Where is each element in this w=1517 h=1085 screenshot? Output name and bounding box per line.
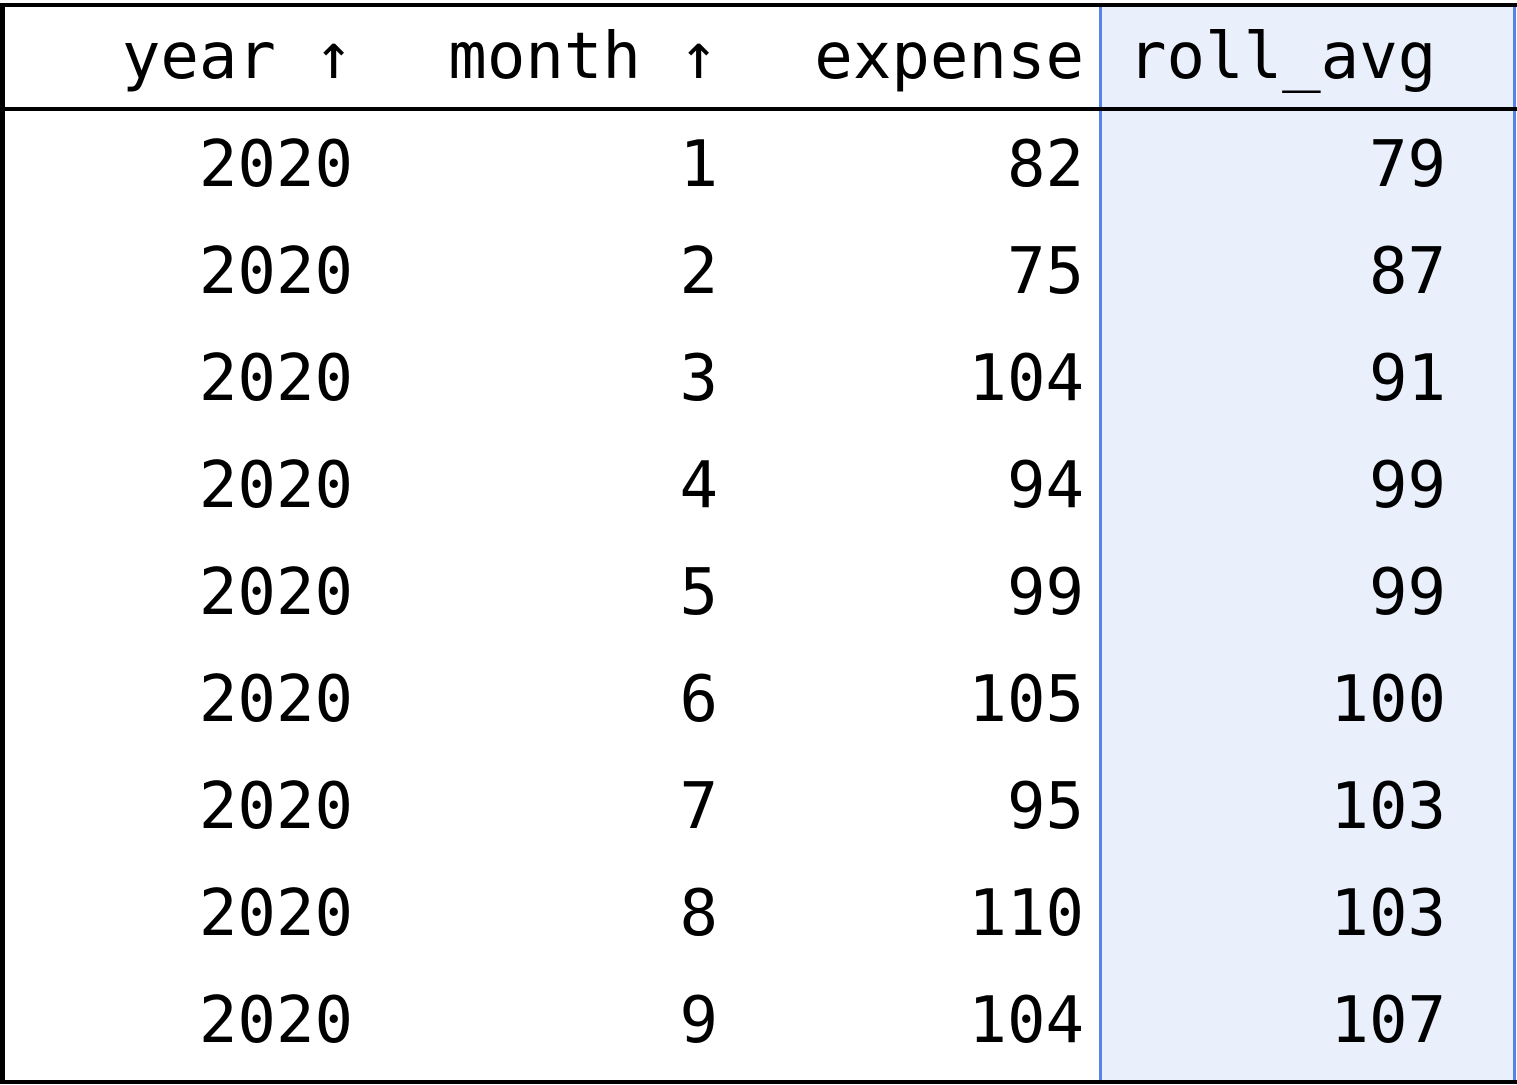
- table-row[interactable]: 2020 1 82 79: [5, 111, 1517, 218]
- cell-month[interactable]: 5: [679, 555, 718, 630]
- cell-roll-avg[interactable]: 99: [1368, 555, 1446, 630]
- table-row[interactable]: 2020 6 105 100: [5, 646, 1517, 753]
- cell-roll-avg[interactable]: 103: [1330, 769, 1446, 844]
- cell-roll-avg[interactable]: 79: [1368, 127, 1446, 202]
- cell-year[interactable]: 2020: [198, 555, 353, 630]
- header-row: year ↑ month ↑ expense roll_avg: [5, 7, 1517, 111]
- cell-expense[interactable]: 110: [968, 876, 1084, 951]
- data-table: year ↑ month ↑ expense roll_avg 2020 1 82 7…: [0, 3, 1517, 1084]
- selected-column-highlight: [1099, 3, 1516, 1084]
- cell-year[interactable]: 2020: [198, 769, 353, 844]
- cell-roll-avg[interactable]: 103: [1330, 876, 1446, 951]
- cell-expense[interactable]: 75: [1006, 234, 1084, 309]
- cell-year[interactable]: 2020: [198, 662, 353, 737]
- table-row[interactable]: 2020 2 75 87: [5, 218, 1517, 325]
- cell-roll-avg[interactable]: 91: [1368, 341, 1446, 416]
- cell-expense[interactable]: 95: [1006, 769, 1084, 844]
- cell-month[interactable]: 3: [679, 341, 718, 416]
- table-row[interactable]: 2020 4 94 99: [5, 432, 1517, 539]
- table-body: 2020 1 82 79 2020 2 75 87 2020 3 104 91 2020 4 94 99 202…: [5, 111, 1517, 1074]
- cell-month[interactable]: 4: [679, 448, 718, 523]
- column-header-expense[interactable]: expense: [814, 20, 1084, 94]
- cell-month[interactable]: 7: [679, 769, 718, 844]
- cell-month[interactable]: 9: [679, 983, 718, 1058]
- cell-expense[interactable]: 104: [968, 983, 1084, 1058]
- cell-year[interactable]: 2020: [198, 448, 353, 523]
- cell-expense[interactable]: 105: [968, 662, 1084, 737]
- cell-roll-avg[interactable]: 100: [1330, 662, 1446, 737]
- column-header-year[interactable]: year ↑: [121, 20, 353, 94]
- cell-month[interactable]: 2: [679, 234, 718, 309]
- column-header-roll-avg[interactable]: roll_avg: [1128, 20, 1437, 94]
- column-header-month[interactable]: month ↑: [448, 20, 718, 94]
- table-row[interactable]: 2020 8 110 103: [5, 860, 1517, 967]
- arrow-up-icon: ↑: [679, 20, 718, 94]
- cell-expense[interactable]: 104: [968, 341, 1084, 416]
- cell-expense[interactable]: 94: [1006, 448, 1084, 523]
- cell-month[interactable]: 6: [679, 662, 718, 737]
- cell-roll-avg[interactable]: 99: [1368, 448, 1446, 523]
- arrow-up-icon: ↑: [314, 20, 353, 94]
- cell-year[interactable]: 2020: [198, 983, 353, 1058]
- cell-roll-avg[interactable]: 87: [1368, 234, 1446, 309]
- cell-expense[interactable]: 82: [1006, 127, 1084, 202]
- cell-year[interactable]: 2020: [198, 234, 353, 309]
- cell-year[interactable]: 2020: [198, 876, 353, 951]
- cell-year[interactable]: 2020: [198, 127, 353, 202]
- table-row[interactable]: 2020 5 99 99: [5, 539, 1517, 646]
- cell-expense[interactable]: 99: [1006, 555, 1084, 630]
- cell-month[interactable]: 1: [679, 127, 718, 202]
- table-row[interactable]: 2020 9 104 107: [5, 967, 1517, 1074]
- cell-roll-avg[interactable]: 107: [1330, 983, 1446, 1058]
- table-row[interactable]: 2020 3 104 91: [5, 325, 1517, 432]
- table-row[interactable]: 2020 7 95 103: [5, 753, 1517, 860]
- cell-year[interactable]: 2020: [198, 341, 353, 416]
- cell-month[interactable]: 8: [679, 876, 718, 951]
